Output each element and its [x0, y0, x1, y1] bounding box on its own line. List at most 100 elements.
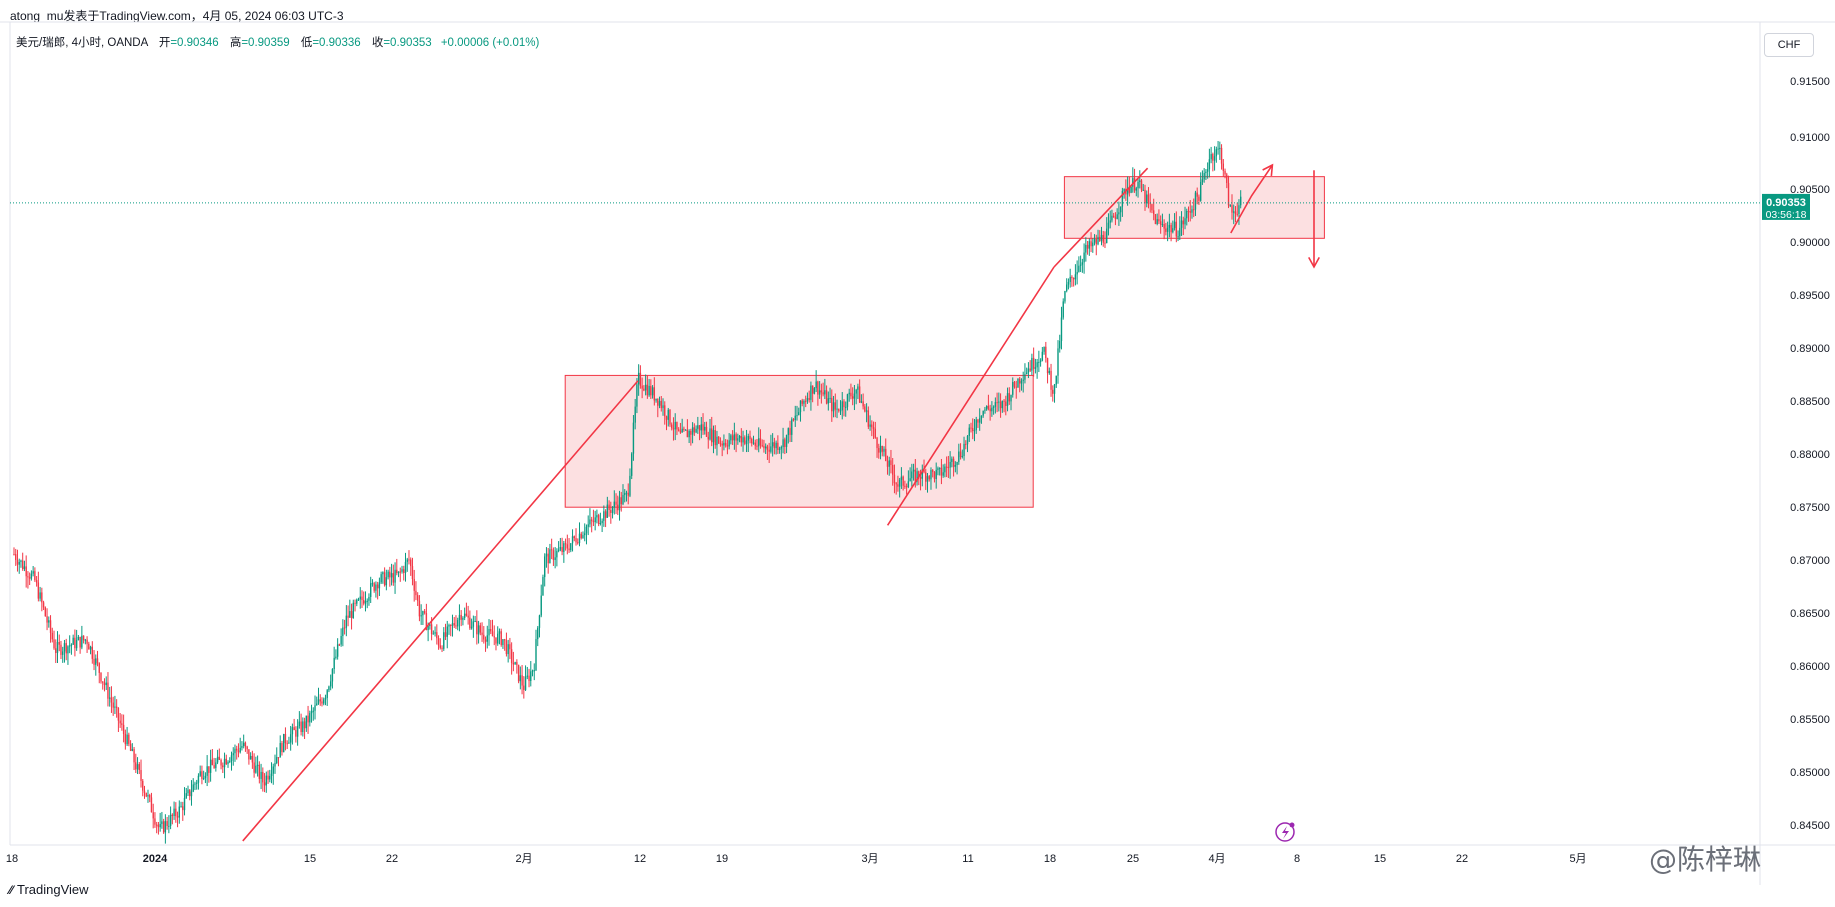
candle-body: [333, 657, 335, 670]
candle-body: [1234, 211, 1237, 214]
candle-body: [100, 672, 102, 682]
candle-body: [131, 749, 134, 751]
candle-body: [1064, 290, 1066, 302]
candle-body: [1079, 264, 1082, 266]
candle-body: [881, 445, 883, 452]
candle-body: [44, 607, 47, 617]
candle-body: [742, 437, 744, 443]
tradingview-brand[interactable]: ⁄⁄ TradingView: [9, 882, 89, 897]
candle-body: [1130, 186, 1132, 193]
candle-body: [641, 385, 643, 389]
candle-body: [323, 699, 325, 704]
candle-body: [1146, 194, 1148, 204]
candle-body: [401, 569, 403, 572]
time-tick-label: 18: [6, 853, 18, 865]
candle-body: [1066, 284, 1068, 291]
candle-body: [86, 639, 88, 644]
open-label: 开: [158, 37, 171, 49]
candle-body: [947, 467, 950, 469]
candle-body: [716, 436, 718, 446]
candle-body: [505, 640, 508, 655]
candle-body: [1112, 215, 1115, 218]
candle-body: [1116, 214, 1118, 219]
candle-body: [1224, 170, 1226, 175]
candle-body: [1072, 278, 1075, 280]
candle-body: [738, 435, 741, 439]
candle-body: [451, 623, 454, 626]
candle-body: [662, 405, 664, 409]
candle-body: [383, 572, 386, 586]
candle-body: [578, 533, 581, 543]
candle-body: [227, 761, 229, 765]
candle-body: [1017, 378, 1019, 388]
candle-body: [982, 410, 984, 416]
candle-body: [474, 620, 476, 622]
candle-body: [691, 427, 694, 435]
candle-body: [190, 791, 193, 797]
candle-body: [846, 394, 849, 407]
candle-body: [157, 824, 160, 828]
candle-body: [1029, 368, 1031, 371]
candle-body: [465, 613, 468, 616]
candle-body: [711, 428, 713, 443]
candle-body: [1081, 262, 1084, 265]
candle-body: [949, 461, 951, 468]
candle-body: [173, 808, 175, 817]
candle-body: [467, 615, 469, 618]
candle-body: [460, 614, 462, 620]
price-tick-label: 0.89500: [1790, 290, 1830, 302]
candle-body: [994, 402, 997, 407]
candle-body: [888, 460, 890, 467]
candle-body: [1179, 227, 1181, 237]
candle-body: [42, 602, 45, 608]
candle-body: [646, 384, 649, 396]
candle-body: [1193, 209, 1195, 211]
candle-body: [1006, 393, 1009, 406]
candle-body: [631, 453, 633, 476]
candle-body: [1100, 234, 1103, 241]
candle-body: [582, 535, 584, 539]
candle-body: [363, 600, 365, 604]
tradingview-logo-icon: ⁄⁄: [9, 883, 14, 897]
candle-body: [197, 775, 200, 783]
candle-body: [763, 445, 765, 449]
candle-body: [416, 595, 419, 601]
candle-body: [58, 642, 60, 645]
published-by-header: atong_mu发表于TradingView.com，4月 05, 2024 0…: [10, 9, 344, 23]
candle-body: [15, 554, 17, 561]
candle-body: [248, 749, 250, 760]
symbol-label[interactable]: 美元/瑞郎, 4小时, OANDA: [16, 37, 148, 49]
candle-body: [1133, 178, 1136, 191]
candle-body: [608, 504, 610, 511]
candle-body: [1222, 163, 1224, 171]
candle-body: [775, 442, 777, 449]
candle-body: [470, 626, 473, 629]
candle-body: [937, 468, 939, 470]
candle-body: [878, 448, 880, 453]
candle-body: [1060, 317, 1063, 341]
candle-body: [531, 670, 534, 672]
time-tick-label: 5月: [1569, 853, 1586, 865]
candle-body: [537, 627, 539, 640]
candle-body: [204, 775, 207, 778]
candle-body: [1213, 156, 1216, 161]
candle-body: [196, 782, 198, 784]
candle-body: [813, 388, 816, 394]
currency-button[interactable]: CHF: [1764, 33, 1814, 57]
time-tick-label: 18: [1044, 853, 1056, 865]
drawing-trendlines: [242, 167, 1149, 842]
high-label: 高: [229, 37, 242, 49]
candle-body: [643, 388, 645, 391]
candle-body: [918, 471, 920, 478]
candle-body: [135, 762, 137, 770]
candle-body: [671, 424, 673, 429]
candles: [13, 141, 1242, 844]
candle-body: [751, 439, 753, 444]
candle-body: [509, 644, 511, 650]
candle-body: [516, 662, 518, 665]
candle-body: [335, 656, 337, 658]
candle-body: [865, 410, 868, 412]
candle-body: [566, 544, 569, 549]
candle-body: [789, 428, 791, 435]
